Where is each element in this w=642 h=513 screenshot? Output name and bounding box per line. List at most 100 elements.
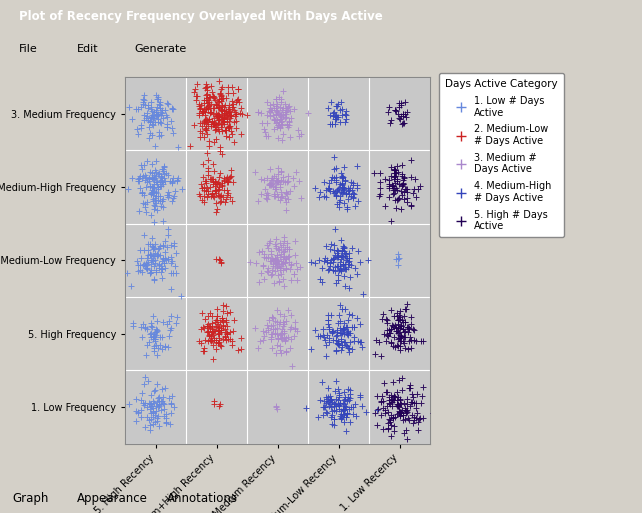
Point (217, 182, 227, 190)
Point (395, 334, 406, 342)
Point (195, 192, 205, 200)
Point (230, 112, 240, 120)
Point (282, 123, 293, 131)
Point (224, 108, 234, 116)
Point (271, 235, 281, 243)
Point (394, 403, 404, 411)
Point (406, 398, 416, 406)
Point (399, 119, 410, 127)
Point (155, 197, 166, 205)
Point (143, 258, 153, 266)
Point (401, 426, 412, 435)
Point (142, 177, 152, 186)
Point (211, 199, 221, 207)
Point (216, 91, 227, 99)
Point (167, 177, 177, 186)
Point (207, 341, 218, 349)
Point (218, 114, 229, 122)
Point (276, 333, 286, 342)
Point (386, 216, 397, 225)
Point (214, 127, 224, 135)
Point (218, 116, 228, 125)
Point (146, 391, 156, 400)
Point (154, 393, 164, 401)
Point (136, 103, 146, 111)
Point (321, 186, 331, 194)
Point (325, 120, 336, 128)
Point (281, 108, 291, 116)
Point (331, 346, 341, 354)
Point (221, 109, 231, 117)
Point (392, 309, 402, 317)
Point (262, 241, 272, 249)
Point (271, 403, 281, 411)
Point (211, 112, 221, 120)
Point (276, 168, 286, 176)
Point (343, 393, 353, 401)
Point (271, 109, 281, 117)
Point (229, 316, 239, 324)
Point (399, 429, 409, 438)
Point (276, 176, 286, 184)
Point (214, 116, 224, 125)
Point (220, 101, 230, 109)
Point (334, 405, 345, 413)
Point (127, 174, 137, 183)
Point (152, 106, 162, 114)
Point (340, 338, 350, 346)
Point (270, 267, 281, 275)
Point (162, 320, 172, 328)
Point (148, 188, 158, 196)
Point (286, 323, 297, 331)
Point (323, 315, 333, 324)
Point (224, 122, 234, 130)
Point (138, 171, 148, 180)
Point (202, 90, 213, 98)
Point (338, 186, 348, 194)
Point (277, 325, 287, 333)
Point (276, 269, 286, 278)
Point (216, 105, 226, 113)
Point (162, 191, 172, 200)
Point (274, 196, 284, 204)
Point (158, 165, 168, 173)
Point (323, 320, 333, 328)
Point (139, 380, 149, 388)
Point (398, 324, 408, 332)
Point (398, 416, 408, 424)
Point (266, 250, 276, 258)
Point (326, 240, 336, 248)
Point (218, 193, 229, 202)
Point (148, 408, 159, 416)
Point (225, 111, 236, 119)
Point (198, 323, 209, 331)
Point (331, 173, 341, 181)
Point (349, 337, 360, 345)
Point (157, 345, 167, 353)
Point (221, 302, 231, 310)
Point (340, 282, 351, 290)
Point (214, 334, 224, 342)
Point (418, 337, 428, 345)
Point (338, 411, 348, 420)
Point (397, 110, 408, 119)
Point (137, 267, 147, 275)
Point (402, 108, 412, 116)
Point (148, 194, 159, 203)
Point (152, 117, 162, 126)
Point (314, 192, 324, 201)
Point (148, 404, 158, 412)
Point (142, 412, 152, 421)
Point (150, 328, 160, 337)
Point (150, 418, 160, 426)
Point (148, 409, 159, 417)
Point (409, 413, 419, 422)
Point (264, 180, 274, 188)
Point (281, 110, 291, 118)
Point (151, 177, 161, 186)
Point (331, 347, 341, 356)
Point (394, 307, 404, 315)
Point (338, 406, 348, 414)
Point (172, 177, 182, 185)
Point (303, 109, 313, 117)
